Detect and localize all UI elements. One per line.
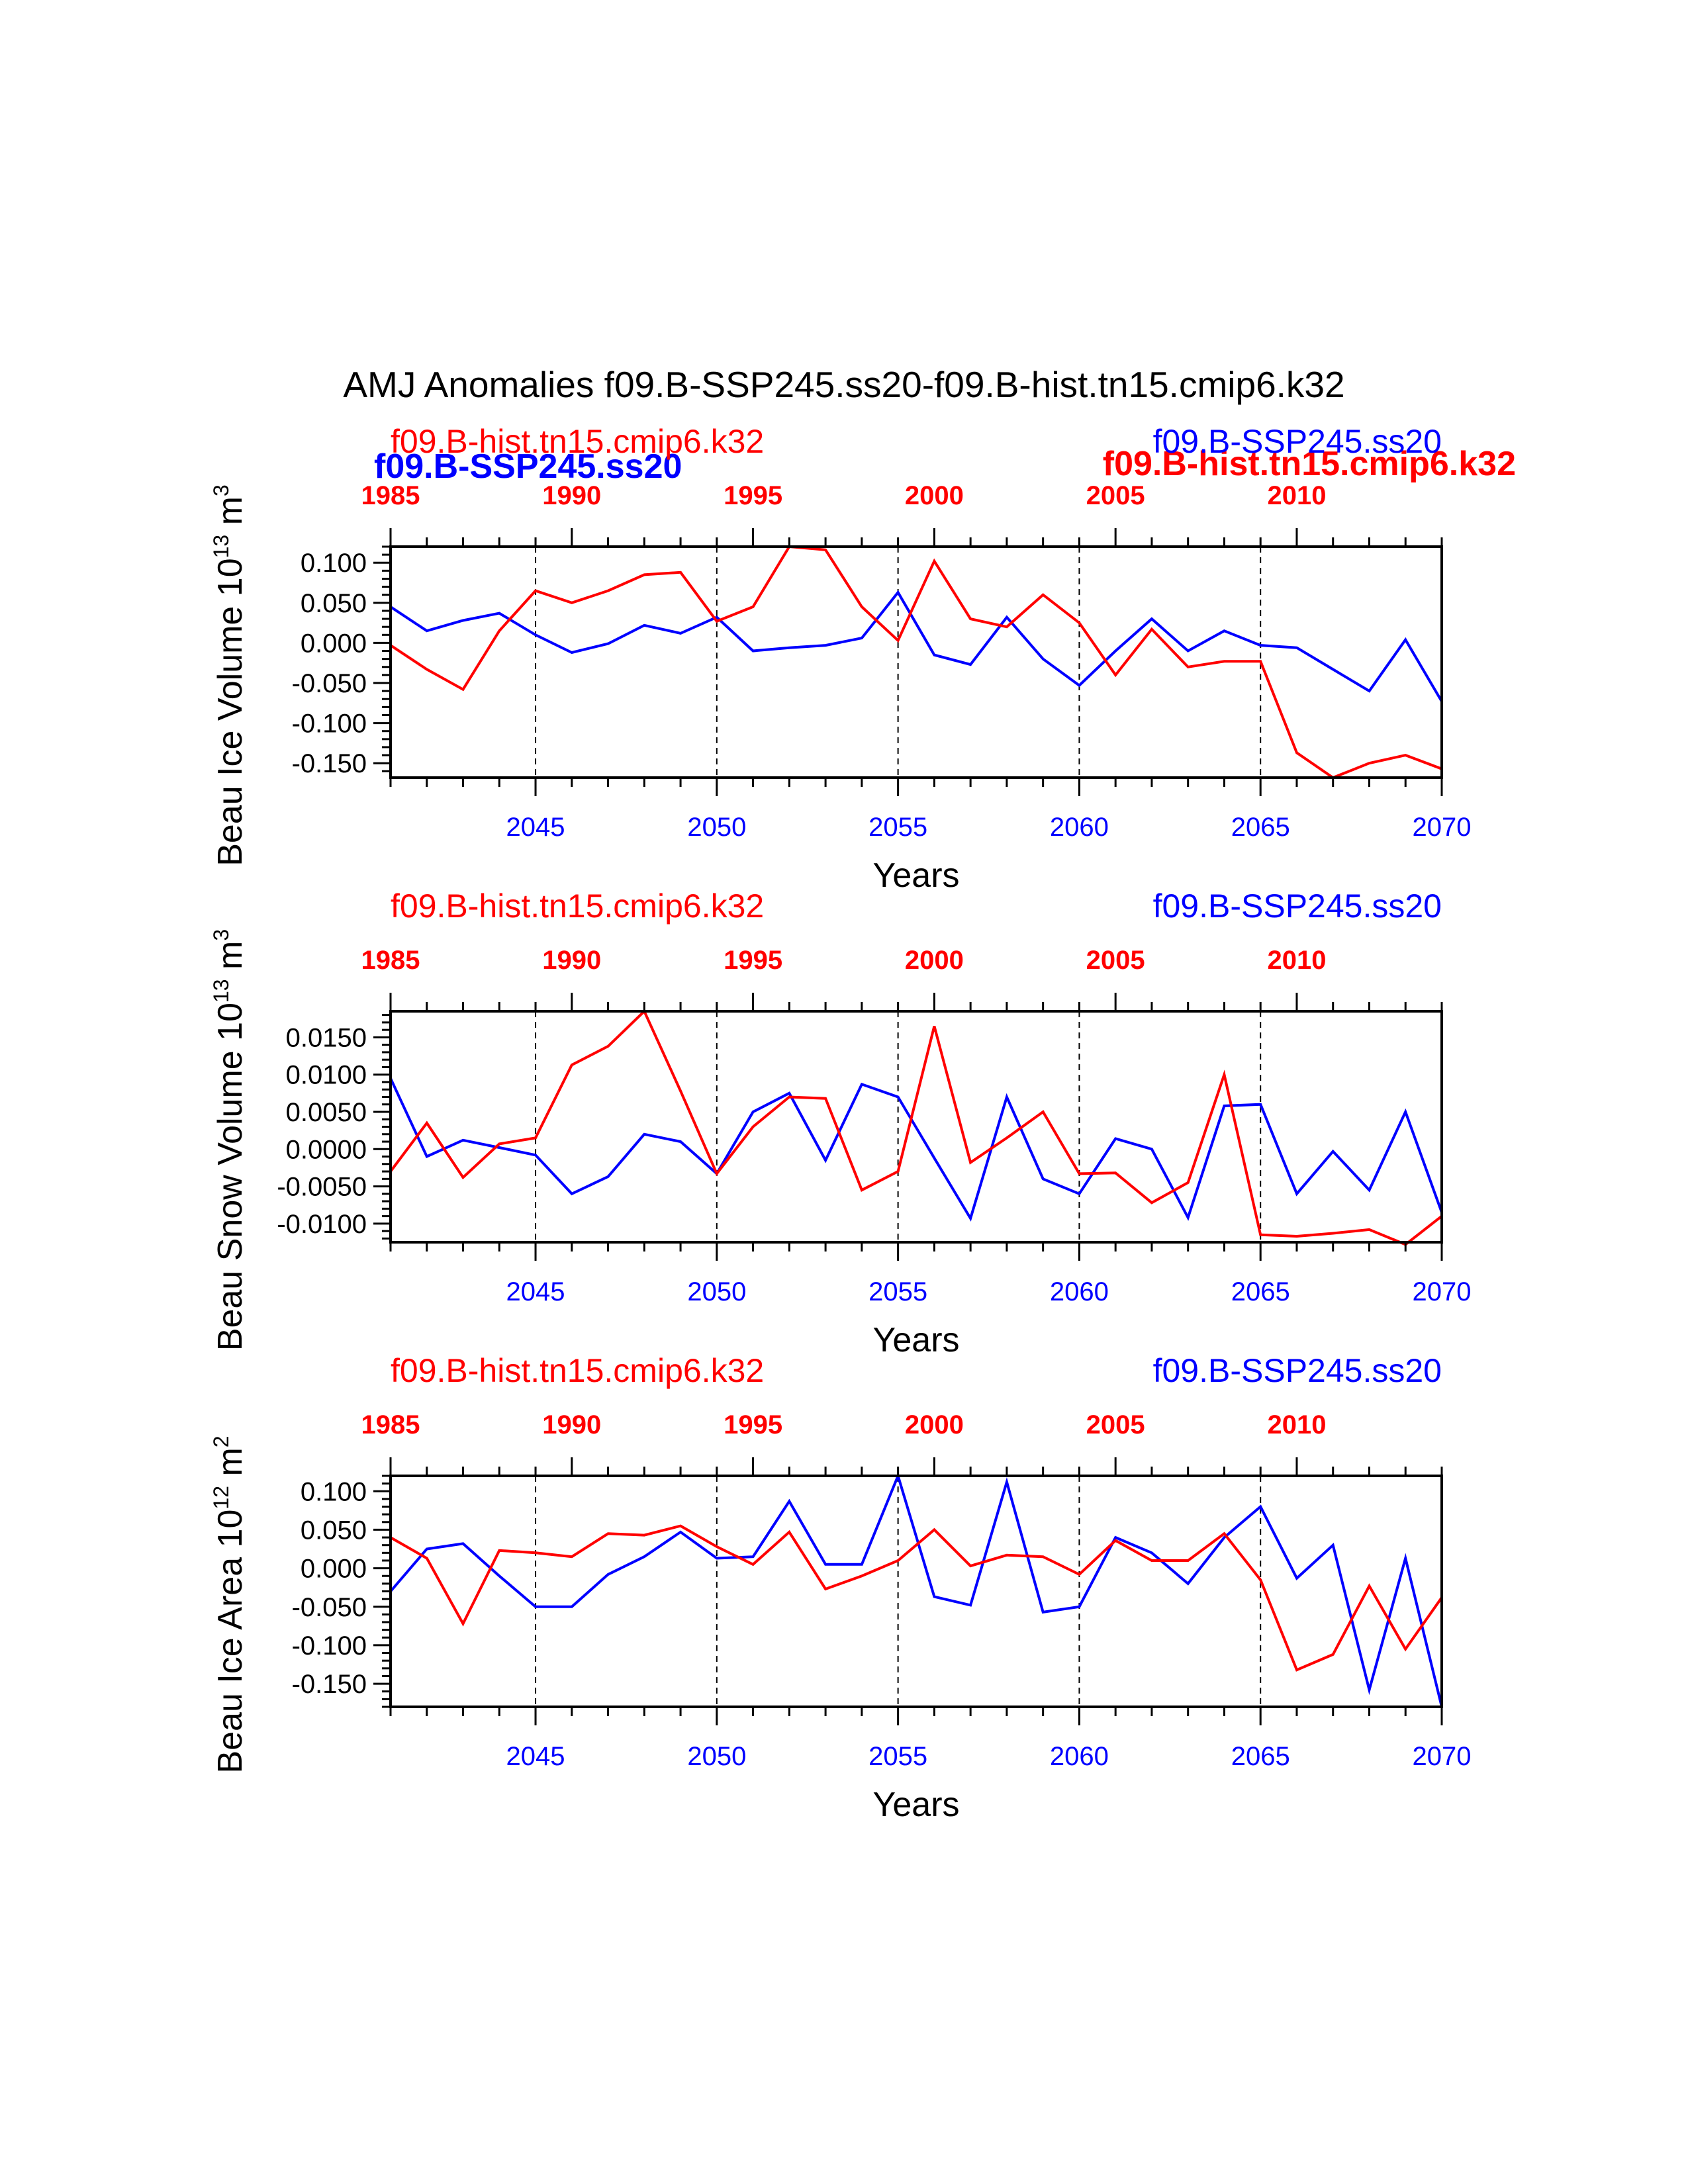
- x-tick-label-bottom: 2045: [506, 813, 565, 842]
- x-tick-label-bottom: 2060: [1050, 1277, 1109, 1306]
- y-axis-title: Beau Ice Volume 1013 m3: [209, 484, 250, 866]
- x-tick-label-top: 2000: [905, 1410, 964, 1439]
- x-tick-label-bottom: 2050: [687, 1277, 746, 1306]
- y-axis-title-ylabel-unit-exp: 3: [209, 484, 233, 496]
- x-tick-label-bottom: 2060: [1050, 1742, 1109, 1771]
- y-axis-title: Beau Ice Area 1012 m2: [209, 1435, 250, 1773]
- y-tick-label: -0.050: [292, 669, 367, 698]
- panel-1: 0.100 0.050 0.000 -0.050 -0.100 -0.150 2045 205…: [209, 423, 1471, 895]
- top-right-series-label: f09.B-SSP245.ss20: [1153, 1352, 1442, 1389]
- y-tick-label: 0.0000: [286, 1135, 367, 1164]
- x-tick-label-bottom: 2065: [1231, 1277, 1290, 1306]
- x-tick-label-bottom: 2065: [1231, 1742, 1290, 1771]
- series-line-hist: [389, 545, 1442, 780]
- x-tick-label-top: 1985: [361, 481, 420, 510]
- y-tick-label: -0.100: [292, 1631, 367, 1661]
- y-axis-title-ylabel-exp: 13: [209, 979, 233, 1003]
- top-right-series-label: f09.B-SSP245.ss20: [1153, 423, 1442, 460]
- series-line-hist: [389, 1009, 1443, 1246]
- series-line-ssp: [389, 1472, 1443, 1707]
- x-tick-label-top: 2000: [905, 946, 964, 975]
- y-axis-title-ylabel-exp: 12: [209, 1486, 233, 1510]
- x-tick-label-top: 1985: [361, 946, 420, 975]
- x-tick-label-bottom: 2070: [1413, 1742, 1472, 1771]
- y-axis-title-ylabel: Beau Ice Area 10: [211, 1510, 250, 1774]
- panel-2: 0.0150 0.0100 0.0050 0.0000 -0.0050 -0.0100 20…: [209, 887, 1471, 1359]
- overlap-label-ssp: f09.B-SSP245.ss20: [374, 447, 682, 486]
- y-tick-label: -0.0050: [277, 1173, 367, 1202]
- y-tick-label: 0.100: [301, 1477, 367, 1506]
- x-tick-label-bottom: 2045: [506, 1742, 565, 1771]
- y-tick-label: 0.000: [301, 1555, 367, 1584]
- y-tick-label: 0.100: [301, 549, 367, 578]
- y-axis-title-ylabel-unit: m: [211, 1447, 250, 1486]
- y-tick-label: -0.150: [292, 1670, 367, 1699]
- top-left-series-label: f09.B-hist.tn15.cmip6.k32: [391, 1352, 764, 1389]
- x-tick-label-top: 1995: [724, 481, 782, 510]
- x-tick-label-top: 2010: [1267, 1410, 1326, 1439]
- y-tick-label: -0.050: [292, 1593, 367, 1622]
- x-tick-label-top: 1995: [724, 946, 782, 975]
- y-tick-label: -0.0100: [277, 1210, 367, 1239]
- x-axis-title: Years: [872, 1321, 959, 1359]
- x-tick-label-bottom: 2055: [868, 813, 927, 842]
- series-line-hist: [390, 1524, 1443, 1672]
- y-tick-label: 0.0150: [286, 1023, 367, 1052]
- top-left-series-label: f09.B-hist.tn15.cmip6.k32: [391, 887, 764, 925]
- y-axis-title: Beau Snow Volume 1013 m3: [209, 929, 250, 1351]
- x-tick-label-bottom: 2045: [506, 1277, 565, 1306]
- y-axis-title-ylabel-exp: 13: [209, 535, 233, 559]
- top-left-series-label: f09.B-hist.tn15.cmip6.k32: [391, 423, 764, 460]
- y-axis-title-ylabel-unit: m: [211, 496, 250, 535]
- x-tick-label-bottom: 2070: [1413, 813, 1472, 842]
- top-right-series-label: f09.B-SSP245.ss20: [1153, 887, 1442, 925]
- series-line-ssp: [389, 1077, 1443, 1222]
- y-axis-title-ylabel-unit-exp: 2: [209, 1435, 233, 1447]
- figure-title: AMJ Anomalies f09.B-SSP245.ss20-f09.B-hi…: [343, 364, 1344, 405]
- x-tick-label-top: 2005: [1086, 946, 1145, 975]
- y-tick-label: 0.050: [301, 589, 367, 618]
- x-tick-label-top: 2005: [1086, 481, 1145, 510]
- x-tick-label-top: 2005: [1086, 1410, 1145, 1439]
- series-line-ssp: [389, 590, 1443, 702]
- y-axis-title-ylabel: Beau Snow Volume 10: [211, 1003, 250, 1351]
- x-axis-title: Years: [872, 1786, 959, 1824]
- x-tick-label-top: 1985: [361, 1410, 420, 1439]
- x-tick-label-top: 1990: [542, 481, 601, 510]
- x-tick-label-top: 2000: [905, 481, 964, 510]
- plot-frame: [389, 545, 1443, 779]
- y-axis-title-ylabel-unit-exp: 3: [209, 929, 233, 941]
- y-tick-label: 0.000: [301, 629, 367, 658]
- x-tick-label-bottom: 2060: [1050, 813, 1109, 842]
- panels: 0.100 0.050 0.000 -0.050 -0.100 -0.150 2045 205…: [209, 423, 1471, 1824]
- x-tick-label-top: 1990: [542, 946, 601, 975]
- x-tick-label-top: 1990: [542, 1410, 601, 1439]
- y-tick-label: 0.0050: [286, 1098, 367, 1127]
- x-tick-label-top: 2010: [1267, 481, 1326, 510]
- x-tick-label-bottom: 2055: [868, 1277, 927, 1306]
- y-tick-label: 0.050: [301, 1516, 367, 1545]
- x-tick-label-bottom: 2065: [1231, 813, 1290, 842]
- x-axis-title: Years: [872, 856, 959, 895]
- y-axis-title-ylabel: Beau Ice Volume 10: [211, 558, 250, 866]
- x-tick-label-top: 1995: [724, 1410, 782, 1439]
- panel-3: 0.100 0.050 0.000 -0.050 -0.100 -0.150 2045 205…: [209, 1352, 1471, 1824]
- overlap-label-hist: f09.B-hist.tn15.cmip6.k32: [1103, 445, 1516, 483]
- y-axis-title-ylabel-unit: m: [211, 941, 250, 979]
- y-tick-label: -0.100: [292, 709, 367, 739]
- y-tick-label: 0.0100: [286, 1061, 367, 1090]
- x-tick-label-bottom: 2050: [687, 1742, 746, 1771]
- x-tick-label-bottom: 2055: [868, 1742, 927, 1771]
- x-tick-label-bottom: 2070: [1413, 1277, 1472, 1306]
- y-tick-label: -0.150: [292, 749, 367, 778]
- x-tick-label-bottom: 2050: [687, 813, 746, 842]
- x-tick-label-top: 2010: [1267, 946, 1326, 975]
